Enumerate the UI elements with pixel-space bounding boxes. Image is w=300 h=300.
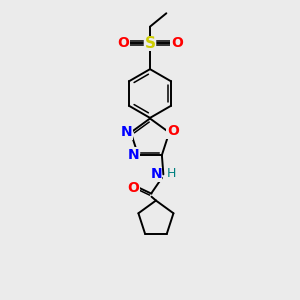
Text: O: O xyxy=(128,181,140,195)
Text: N: N xyxy=(121,125,132,140)
Text: S: S xyxy=(145,35,155,50)
Text: O: O xyxy=(171,36,183,50)
Text: O: O xyxy=(167,124,179,138)
Text: O: O xyxy=(117,36,129,50)
Text: N: N xyxy=(128,148,140,162)
Text: N: N xyxy=(150,167,162,182)
Text: H: H xyxy=(167,167,176,180)
